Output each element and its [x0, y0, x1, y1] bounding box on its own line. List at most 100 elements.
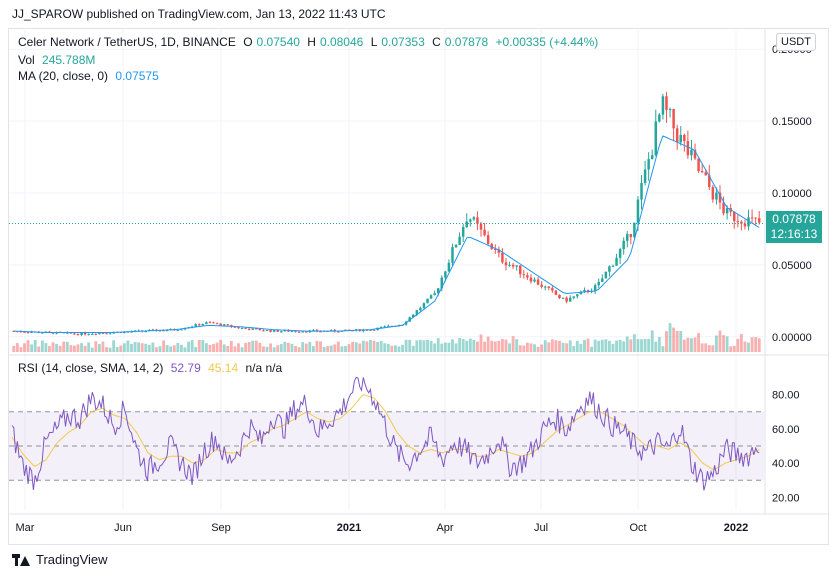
open-label: O	[243, 35, 253, 49]
candle-body	[287, 330, 290, 332]
volume-bar	[632, 334, 636, 352]
candle-body	[565, 297, 568, 302]
volume-bar	[272, 347, 276, 352]
volume-bar	[351, 341, 355, 352]
candle-body	[522, 274, 526, 276]
ma-value: 0.07575	[115, 69, 159, 83]
volume-bar	[258, 342, 262, 352]
candle-body	[94, 333, 98, 335]
last-price-value: 0.07878	[772, 212, 816, 226]
volume-bar	[33, 339, 37, 352]
candle-body	[369, 329, 372, 331]
candle-body	[665, 96, 668, 110]
candle-body	[693, 149, 697, 159]
volume-bar	[215, 342, 219, 352]
candle-body	[162, 330, 165, 332]
volume-bar	[547, 342, 551, 352]
volume-bar	[486, 336, 490, 352]
volume-bar	[511, 336, 515, 352]
candle-body	[226, 324, 230, 326]
volume-bar	[483, 341, 487, 352]
footer-brand[interactable]: TradingView	[12, 552, 108, 567]
volume-bar	[72, 345, 76, 352]
volume-bar	[700, 343, 704, 352]
candle-body	[754, 217, 757, 219]
candle-body	[593, 285, 597, 292]
volume-bar	[682, 339, 686, 352]
candle-body	[629, 234, 633, 238]
rsi-tick-label: 60.00	[772, 424, 800, 436]
candle-body	[244, 328, 247, 330]
currency-unit-button[interactable]: USDT	[776, 33, 816, 51]
candle-body	[504, 262, 508, 266]
candle-body	[26, 332, 30, 334]
candle-body	[686, 141, 690, 156]
candle-body	[222, 324, 226, 326]
volume-bar	[422, 340, 426, 352]
candle-body	[422, 303, 426, 308]
volume-bar	[247, 342, 251, 352]
volume-bar	[354, 342, 358, 352]
candle-body	[654, 121, 658, 156]
candle-body	[650, 155, 654, 160]
rsi-tick-label: 80.00	[772, 390, 800, 402]
volume-bar	[308, 341, 312, 352]
candle-body	[476, 217, 479, 224]
candle-body	[640, 182, 643, 200]
candle-body	[165, 330, 169, 332]
chart-frame	[8, 28, 829, 545]
candle-body	[319, 331, 322, 333]
volume-bar	[361, 340, 365, 352]
candle-body	[736, 221, 740, 223]
volume-bar	[411, 345, 415, 352]
volume-bar	[15, 343, 19, 352]
time-tick-label: 2022	[724, 522, 748, 534]
volume-bar	[440, 343, 444, 352]
volume-bar	[736, 338, 740, 352]
candle-body	[294, 331, 297, 333]
volume-bar	[115, 347, 119, 352]
volume-bar	[12, 345, 16, 352]
volume-bar	[550, 339, 554, 352]
volume-bar	[665, 331, 668, 352]
volume-bar	[618, 339, 622, 352]
volume-bar	[126, 340, 130, 352]
candle-body	[212, 322, 215, 324]
volume-bar	[222, 344, 226, 352]
volume-bar	[87, 342, 91, 352]
volume-bar	[650, 330, 654, 352]
volume-bar	[465, 340, 469, 352]
volume-bar	[397, 346, 401, 352]
volume-bar	[376, 341, 380, 352]
candle-body	[529, 277, 533, 282]
candle-body	[465, 221, 468, 228]
volume-bar	[26, 340, 30, 352]
candle-body	[73, 333, 76, 335]
volume-legend: Vol 245.788M	[18, 53, 99, 67]
candle-body	[643, 169, 647, 183]
rsi-line	[11, 376, 760, 491]
volume-bar	[94, 341, 98, 352]
candle-body	[258, 328, 262, 331]
volume-bar	[490, 340, 494, 352]
candle-body	[608, 266, 611, 272]
candle-body	[83, 332, 87, 335]
candle-body	[661, 96, 665, 115]
volume-bar	[529, 343, 533, 352]
publisher-line: JJ_SPAROW published on TradingView.com, …	[12, 7, 386, 21]
candle-body	[633, 222, 636, 238]
candle-body	[715, 192, 718, 200]
rsi-tick-label: 20.00	[772, 492, 800, 504]
volume-bar	[657, 336, 661, 352]
candle-body	[415, 310, 419, 315]
change-value: +0.00335 (+4.44%)	[495, 35, 599, 49]
volume-bar	[276, 345, 280, 352]
volume-bar	[133, 342, 137, 352]
volume-bar	[383, 343, 387, 352]
candle-body	[426, 298, 429, 304]
volume-bar	[661, 346, 665, 352]
candle-body	[725, 208, 729, 214]
candle-body	[672, 109, 675, 129]
